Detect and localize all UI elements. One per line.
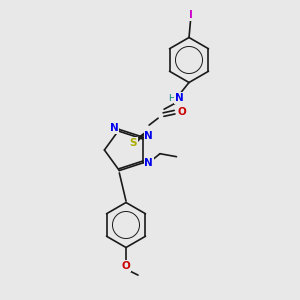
Text: N: N	[145, 158, 153, 168]
Text: N: N	[110, 123, 118, 133]
Text: I: I	[189, 10, 192, 20]
Text: N: N	[175, 93, 184, 103]
Text: O: O	[177, 107, 186, 117]
Text: N: N	[145, 131, 153, 141]
Text: O: O	[122, 261, 130, 271]
Text: H: H	[168, 94, 175, 103]
Text: S: S	[130, 138, 137, 148]
